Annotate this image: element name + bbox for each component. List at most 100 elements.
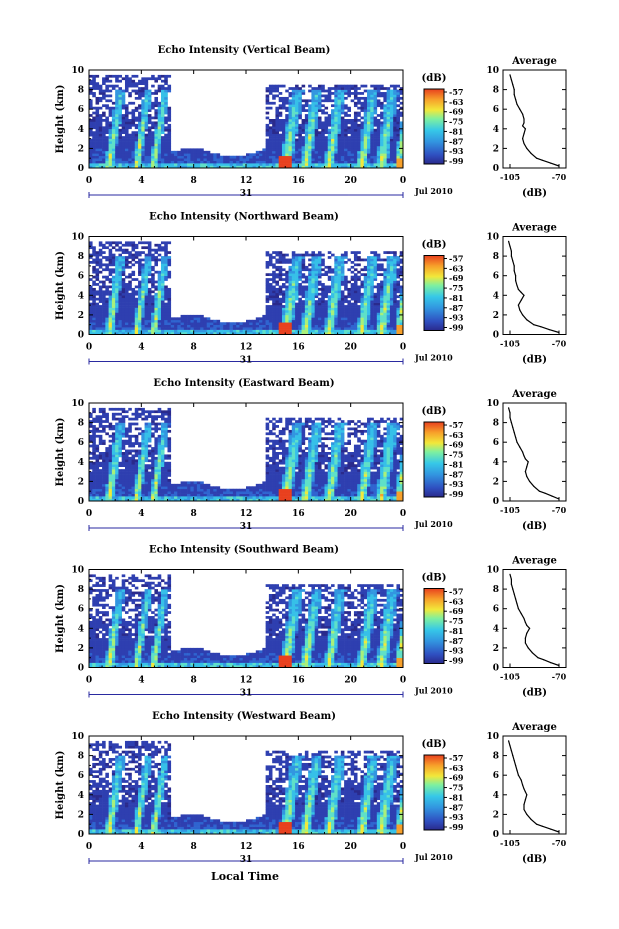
- heatmap-cell: [308, 138, 312, 142]
- heatmap-cell: [321, 312, 325, 316]
- heatmap-cell: [399, 278, 404, 281]
- heatmap-cell: [321, 158, 325, 161]
- heatmap-cell: [363, 278, 368, 281]
- heatmap-cell: [121, 131, 126, 134]
- heatmap-cell: [134, 297, 139, 301]
- heatmap-cell: [304, 155, 309, 159]
- heatmap-cell: [340, 327, 345, 330]
- heatmap-cell: [115, 319, 119, 323]
- heatmap-cell: [121, 101, 126, 105]
- heatmap-cell: [301, 256, 306, 259]
- heatmap-cell: [265, 283, 270, 286]
- heatmap-cell: [121, 327, 126, 330]
- heatmap-cell: [311, 96, 315, 100]
- heatmap-cell: [367, 263, 371, 267]
- heatmap-cell: [108, 270, 113, 274]
- heatmap-cell: [167, 84, 172, 88]
- heatmap-cell: [190, 165, 194, 169]
- heatmap-cell: [399, 265, 404, 269]
- heatmap-cell: [160, 322, 165, 325]
- heatmap-cell: [108, 314, 113, 318]
- heatmap-cell: [308, 295, 312, 299]
- heatmap-cell: [324, 329, 329, 333]
- heatmap-cell: [331, 111, 335, 115]
- heatmap-cell: [160, 141, 165, 144]
- heatmap-cell: [111, 148, 116, 152]
- heatmap-cell: [147, 287, 152, 291]
- heatmap-cell: [386, 92, 391, 95]
- heatmap-cell: [167, 133, 172, 137]
- heatmap-cell: [347, 160, 351, 164]
- heatmap-cell: [138, 324, 142, 328]
- heatmap-cell: [134, 141, 139, 144]
- heatmap-cell: [118, 290, 123, 294]
- heatmap-cell: [115, 434, 119, 438]
- heatmap-cell: [154, 96, 158, 100]
- heatmap-cell: [151, 131, 155, 134]
- heatmap-cell: [291, 327, 296, 330]
- heatmap-cell: [311, 136, 315, 139]
- heatmap-cell: [317, 258, 322, 262]
- heatmap-cell: [167, 131, 172, 134]
- heatmap-cell: [386, 148, 391, 152]
- x-tick-label: 8: [191, 176, 197, 186]
- heatmap-cell: [157, 307, 162, 311]
- heatmap-cell: [301, 268, 306, 272]
- heatmap-cell: [295, 94, 299, 98]
- heatmap-cell: [265, 99, 270, 103]
- heatmap-cell: [102, 79, 106, 83]
- heatmap-cell: [337, 145, 342, 149]
- heatmap-cell: [314, 270, 319, 274]
- heatmap-cell: [389, 121, 394, 125]
- heatmap-cells: [89, 241, 404, 335]
- heatmap-cell: [265, 111, 270, 115]
- heatmap-cell: [383, 121, 387, 125]
- colorbar-tick-label: -81: [449, 293, 463, 303]
- heatmap-cell: [144, 121, 149, 125]
- heatmap-cell: [265, 324, 270, 328]
- heatmap-cell: [278, 305, 283, 308]
- heatmap-cell: [111, 101, 116, 105]
- heatmap-cell: [350, 319, 355, 323]
- heatmap-cell: [370, 312, 374, 316]
- heatmap-cell: [298, 123, 302, 127]
- heatmap-cell: [344, 314, 348, 318]
- heatmap-cell: [118, 153, 123, 157]
- heatmap-cell: [317, 121, 322, 125]
- heatmap-cell: [115, 437, 119, 441]
- heatmap-cell: [138, 263, 142, 267]
- heatmap-cell: [331, 99, 335, 103]
- heatmap-cell: [386, 327, 391, 330]
- heatmap-cell: [164, 145, 168, 149]
- heatmap-cell: [105, 312, 109, 316]
- heatmap-cell: [275, 158, 280, 161]
- heatmap-cell: [291, 283, 296, 286]
- heatmap-cell: [295, 273, 299, 276]
- heatmap-cell: [396, 136, 401, 139]
- heatmap-cell: [108, 407, 113, 411]
- heatmap-cell: [337, 329, 342, 333]
- heatmap-cell: [115, 449, 119, 453]
- heatmap-cell: [134, 143, 139, 147]
- heatmap-cell: [327, 94, 332, 98]
- heatmap-cell: [350, 329, 355, 333]
- heatmap-cell: [141, 87, 145, 90]
- heatmap-cell: [327, 128, 332, 132]
- avg-y-tick-label: 8: [493, 86, 499, 96]
- heatmap-cell: [265, 94, 270, 98]
- heatmap-cell: [232, 327, 237, 330]
- heatmap-cell: [317, 268, 322, 272]
- heatmap-cell: [321, 94, 325, 98]
- heatmap-cell: [134, 310, 139, 313]
- heatmap-cell: [105, 493, 109, 497]
- heatmap-cell: [304, 163, 309, 166]
- heatmap-cell: [367, 145, 371, 149]
- heatmap-cell: [160, 268, 165, 272]
- heatmap-cell: [367, 165, 371, 169]
- heatmap-cell: [370, 111, 374, 115]
- heatmap-cell: [196, 150, 201, 154]
- heatmap-cell: [389, 275, 394, 279]
- heatmap-cell: [376, 163, 381, 166]
- heatmap-cell: [298, 305, 302, 308]
- heatmap-cell: [275, 128, 280, 132]
